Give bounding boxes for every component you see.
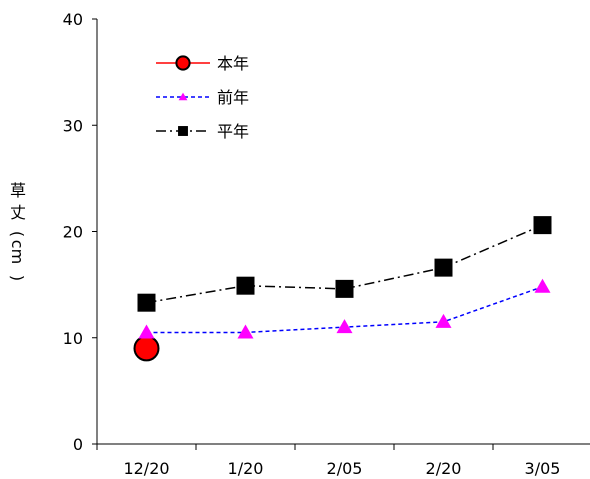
x-tick-label: 2/20 — [426, 459, 462, 478]
y-axis-label-char: 草 — [10, 181, 26, 200]
x-tick-labels: 12/20 1/20 2/05 2/20 3/05 — [123, 459, 560, 478]
legend-swatch-marker — [178, 126, 188, 136]
data-point — [434, 258, 453, 277]
x-tick-label: 2/05 — [327, 459, 363, 478]
legend-item: 平年 — [156, 122, 249, 141]
y-tick-label: 40 — [63, 10, 83, 29]
data-point — [138, 324, 155, 339]
series-3 — [137, 216, 552, 312]
y-axis-label-char: 丈 — [10, 203, 26, 222]
legend-item: 本年 — [156, 54, 249, 73]
data-point — [237, 324, 254, 339]
data-point — [236, 276, 255, 295]
y-axis-label-char: ( — [8, 231, 27, 237]
y-axis-label-char: cm — [8, 240, 27, 264]
data-point — [133, 335, 160, 362]
data-point — [534, 278, 551, 293]
y-axis-label-char: ) — [8, 275, 27, 281]
series-2 — [138, 278, 551, 339]
data-point — [435, 313, 452, 328]
series-1 — [133, 335, 160, 362]
axes — [92, 18, 590, 450]
data-point — [335, 279, 354, 298]
x-tick-label: 12/20 — [123, 459, 169, 478]
x-tick-label: 3/05 — [525, 459, 561, 478]
data-point — [336, 319, 353, 334]
y-tick-label: 20 — [63, 223, 83, 242]
legend-item: 前年 — [156, 88, 249, 107]
series-layer — [133, 216, 552, 362]
data-point — [533, 216, 552, 235]
legend-label: 本年 — [217, 54, 249, 73]
legend-label: 平年 — [217, 122, 249, 141]
y-tick-label: 30 — [63, 116, 83, 135]
legend-swatch-marker — [178, 92, 188, 101]
legend-swatch-marker — [175, 55, 191, 71]
y-tick-label: 0 — [73, 435, 83, 454]
y-tick-labels: 0 10 20 30 40 — [63, 10, 83, 454]
legend-label: 前年 — [217, 88, 249, 107]
y-tick-label: 10 — [63, 329, 83, 348]
y-axis-label: 草丈 ( cm) — [8, 181, 27, 281]
series-line — [146, 224, 543, 304]
x-tick-label: 1/20 — [228, 459, 264, 478]
data-point — [137, 293, 156, 312]
